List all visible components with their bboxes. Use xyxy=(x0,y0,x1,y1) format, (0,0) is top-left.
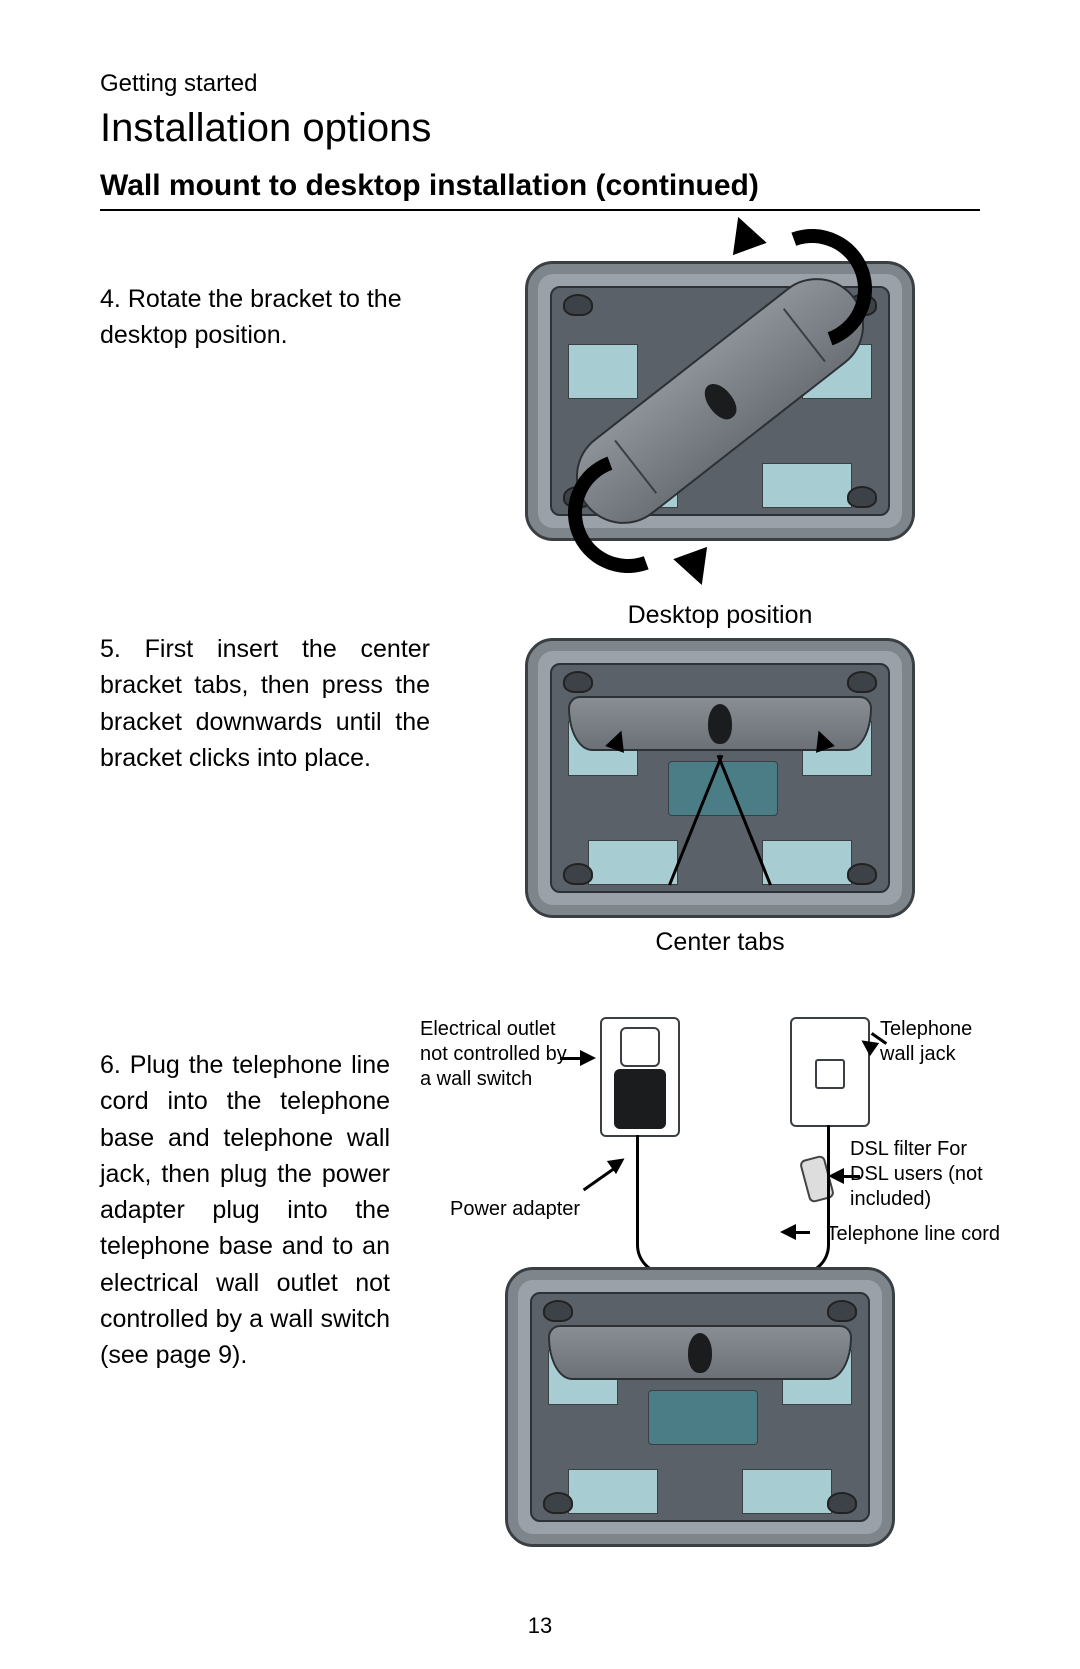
device-wired xyxy=(505,1267,895,1547)
step-5-text: 5. First insert the center bracket tabs,… xyxy=(100,601,460,776)
label-outlet: Electrical outlet not controlled by a wa… xyxy=(420,1017,570,1092)
label-line-cord: Telephone line cord xyxy=(827,1222,1000,1247)
step-5-body: First insert the center bracket tabs, th… xyxy=(100,635,430,772)
step-4-row: 4. Rotate the bracket to the desktop pos… xyxy=(100,251,980,541)
label-power-adapter: Power adapter xyxy=(450,1197,580,1222)
page-title: Installation options xyxy=(100,106,980,151)
label-wall-jack: Telephone wall jack xyxy=(880,1017,990,1067)
breadcrumb: Getting started xyxy=(100,70,980,98)
section-title: Wall mount to desktop installation (cont… xyxy=(100,169,980,211)
step-5-num: 5. xyxy=(100,635,121,663)
device-rotate-bracket xyxy=(525,261,915,541)
step-5-figure: Desktop position Center tabs xyxy=(460,601,980,957)
step-6-body: Plug the telephone line cord into the te… xyxy=(100,1051,390,1369)
walljack-icon xyxy=(790,1017,870,1127)
step-6-text: 6. Plug the telephone line cord into the… xyxy=(100,1017,420,1373)
wiring-diagram: Electrical outlet not controlled by a wa… xyxy=(420,1017,980,1257)
step-4-figure xyxy=(460,251,980,541)
step-4-num: 4. xyxy=(100,285,121,313)
device-desktop-position xyxy=(525,638,915,918)
step-4-text: 4. Rotate the bracket to the desktop pos… xyxy=(100,251,460,354)
page-number: 13 xyxy=(0,1613,1080,1639)
step-5-row: 5. First insert the center bracket tabs,… xyxy=(100,601,980,957)
caption-center-tabs: Center tabs xyxy=(655,928,784,957)
label-dsl: DSL filter For DSL users (not included) xyxy=(850,1137,1010,1212)
step-6-num: 6. xyxy=(100,1051,121,1079)
caption-desktop-position: Desktop position xyxy=(628,601,813,630)
outlet-icon xyxy=(600,1017,680,1137)
step-4-body: Rotate the bracket to the desktop positi… xyxy=(100,285,402,349)
step-6-row: 6. Plug the telephone line cord into the… xyxy=(100,1017,980,1547)
step-6-figure: Electrical outlet not controlled by a wa… xyxy=(420,1017,980,1547)
